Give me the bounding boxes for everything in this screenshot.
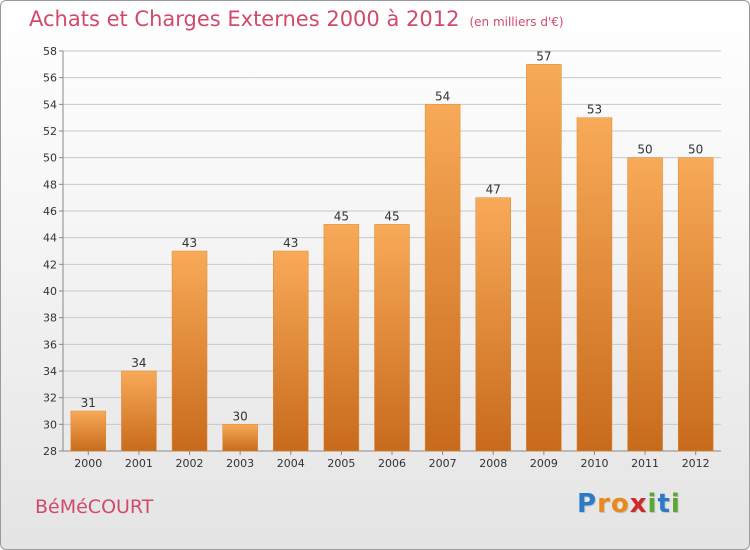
bar-2006 [374, 224, 410, 452]
y-tick-label: 38 [43, 312, 57, 325]
y-tick-label: 34 [43, 365, 57, 378]
bar-2010 [576, 117, 613, 452]
bar-value-label: 43 [182, 236, 197, 250]
x-tick-label: 2009 [530, 457, 558, 470]
y-tick-label: 52 [43, 125, 57, 138]
y-tick-label: 58 [43, 45, 57, 58]
bar-2003 [222, 424, 258, 452]
y-tick-label: 36 [43, 338, 57, 351]
bar-2004 [273, 250, 309, 452]
bar-value-label: 43 [283, 236, 298, 250]
bar-2005 [323, 224, 360, 452]
y-tick-label: 30 [43, 418, 57, 431]
bar-value-label: 30 [233, 409, 248, 423]
logo-letter: i [647, 489, 658, 519]
y-tick-label: 40 [43, 285, 57, 298]
x-tick-label: 2007 [429, 457, 457, 470]
chart-subtitle: (en milliers d'€) [469, 15, 564, 29]
x-tick-label: 2004 [277, 457, 305, 470]
logo-letter: i [670, 489, 681, 519]
x-tick-label: 2010 [580, 457, 608, 470]
bar-value-label: 34 [131, 356, 146, 370]
bar-value-label: 31 [81, 396, 96, 410]
proxiti-logo: Proxiti [577, 489, 681, 519]
bar-2009 [526, 64, 562, 452]
bar-value-label: 45 [334, 209, 349, 223]
logo-letter: P [577, 489, 598, 519]
bar-value-label: 47 [486, 183, 501, 197]
bar-2008 [475, 197, 511, 452]
x-tick-label: 2001 [125, 457, 153, 470]
logo-letter: o [610, 489, 630, 519]
bar-value-label: 45 [384, 209, 399, 223]
bar-value-label: 50 [688, 143, 703, 157]
bar-2000 [70, 410, 107, 452]
logo-letter: x [629, 489, 648, 519]
chart-title: Achats et Charges Externes 2000 à 2012 (e… [29, 7, 564, 31]
logo-letter: r [597, 489, 611, 519]
commune-name: BéMéCOURT [35, 496, 154, 518]
y-tick-label: 28 [43, 445, 57, 458]
y-tick-label: 46 [43, 205, 57, 218]
x-tick-label: 2012 [682, 457, 710, 470]
y-tick-label: 56 [43, 72, 57, 85]
y-tick-label: 54 [43, 98, 57, 111]
y-tick-label: 44 [43, 232, 57, 245]
x-tick-label: 2008 [479, 457, 507, 470]
bar-2001 [121, 370, 157, 452]
x-tick-label: 2006 [378, 457, 406, 470]
bars: 31 34 43 30 43 45 45 54 47 57 53 50 50 [70, 49, 714, 452]
y-tick-label: 50 [43, 152, 57, 165]
x-tick-label: 2000 [74, 457, 102, 470]
bar-value-label: 53 [587, 103, 602, 117]
title-text: Achats et Charges Externes 2000 à 2012 [29, 7, 460, 31]
bar-2007 [424, 104, 461, 452]
y-tick-label: 42 [43, 258, 57, 271]
logo-letter: t [657, 489, 671, 519]
bar-value-label: 50 [637, 143, 652, 157]
x-tick-label: 2011 [631, 457, 659, 470]
bar-value-label: 57 [536, 49, 551, 63]
bar-value-label: 54 [435, 89, 450, 103]
x-tick-label: 2005 [327, 457, 355, 470]
bar-2002 [171, 250, 208, 452]
y-tick-label: 32 [43, 392, 57, 405]
x-tick-label: 2002 [176, 457, 204, 470]
bar-2011 [627, 157, 663, 452]
y-tick-label: 48 [43, 178, 57, 191]
bar-2012 [677, 157, 714, 452]
x-tick-label: 2003 [226, 457, 254, 470]
